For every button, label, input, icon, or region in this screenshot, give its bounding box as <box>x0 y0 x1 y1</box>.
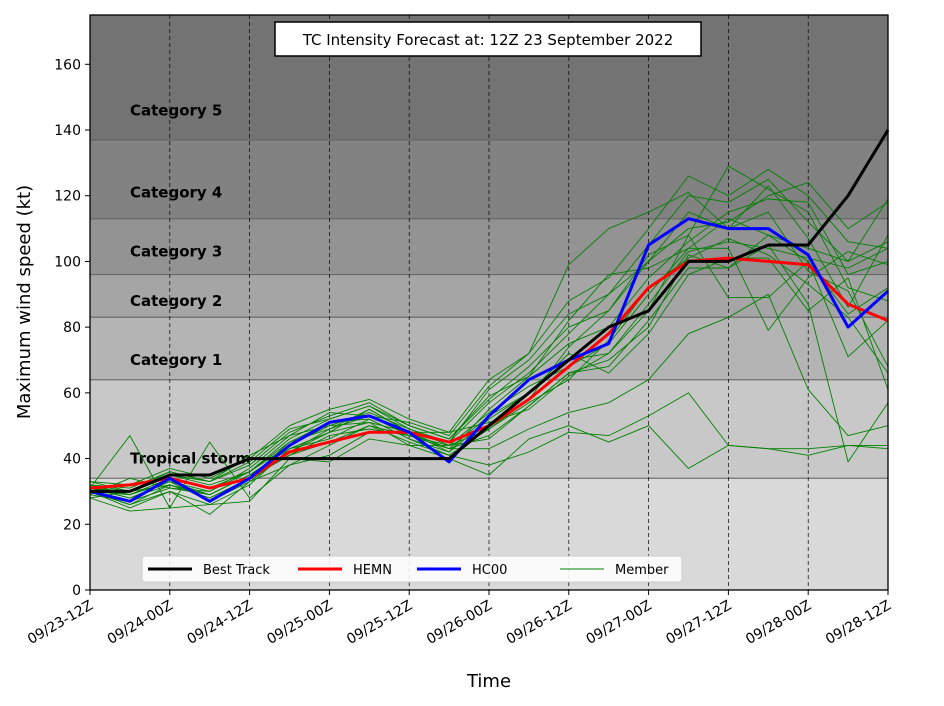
y-tick-label-100: 100 <box>54 254 81 270</box>
band-label-category-3: Category 3 <box>130 243 222 261</box>
vertical-gridlines <box>169 15 809 590</box>
y-tick-label-120: 120 <box>54 189 81 205</box>
member-line-18 <box>89 241 889 509</box>
x-tick-label-09-24-00z: 09/24-00Z <box>105 598 176 648</box>
legend-frame <box>141 555 683 583</box>
band-label-category-5: Category 5 <box>130 101 222 119</box>
member-line-9 <box>89 178 889 496</box>
legend: Best Track HEMN HC00 Member <box>141 555 683 583</box>
x-tick-label-09-26-12z: 09/26-12Z <box>504 598 575 648</box>
legend-label-hemn: HEMN <box>353 563 392 578</box>
member-series <box>89 165 889 515</box>
band-label-category-4: Category 4 <box>130 183 222 201</box>
x-tick-label-09-24-12z: 09/24-12Z <box>185 598 256 648</box>
x-tick-label-09-28-00z: 09/28-00Z <box>743 598 814 648</box>
member-line-12 <box>89 191 889 492</box>
y-tick-label-0: 0 <box>72 583 81 599</box>
y-axis-title: Maximum wind speed (kt) <box>14 185 35 419</box>
member-line-6 <box>89 247 889 492</box>
y-tick-label-80: 80 <box>63 320 81 336</box>
member-line-3 <box>89 293 889 515</box>
band-2 <box>90 317 888 380</box>
category-band-labels: Tropical storm Category 1 Category 2 Catego… <box>130 101 251 467</box>
x-tick-label-09-25-12z: 09/25-12Z <box>344 598 415 648</box>
x-tick-label-09-27-00z: 09/27-00Z <box>584 598 655 648</box>
band-label-tropical-storm: Tropical storm <box>130 450 251 468</box>
member-line-8 <box>89 182 889 489</box>
x-tick-label-09-26-00z: 09/26-00Z <box>424 598 495 648</box>
band-label-category-2: Category 2 <box>130 292 222 310</box>
series-line-best-track <box>90 129 890 493</box>
main-series <box>89 129 890 503</box>
chart-title-frame <box>274 21 702 57</box>
series-line-hc00 <box>89 217 890 503</box>
x-tick-label-09-28-12z: 09/28-12Z <box>823 598 894 648</box>
chart-title-box: TC Intensity Forecast at: 12Z 23 Septemb… <box>274 21 702 57</box>
x-axis-title: Time <box>466 671 511 692</box>
legend-label-best-track: Best Track <box>203 563 270 578</box>
y-tick-label-140: 140 <box>54 123 81 139</box>
legend-label-member: Member <box>615 563 669 578</box>
y-tick-label-40: 40 <box>63 452 81 468</box>
y-tick-label-60: 60 <box>63 386 81 402</box>
member-line-17 <box>89 244 889 499</box>
member-line-10 <box>89 168 889 486</box>
y-tick-label-160: 160 <box>54 57 81 73</box>
x-tick-label-09-27-12z: 09/27-12Z <box>663 598 734 648</box>
x-tick-label-09-23-12z: 09/23-12Z <box>25 598 96 648</box>
legend-label-hc00: HC00 <box>472 563 507 578</box>
chart-title: TC Intensity Forecast at: 12Z 23 Septemb… <box>302 31 674 49</box>
x-tick-label-09-25-00z: 09/25-00Z <box>264 598 335 648</box>
y-tick-label-20: 20 <box>63 517 81 533</box>
band-label-category-1: Category 1 <box>130 351 222 369</box>
